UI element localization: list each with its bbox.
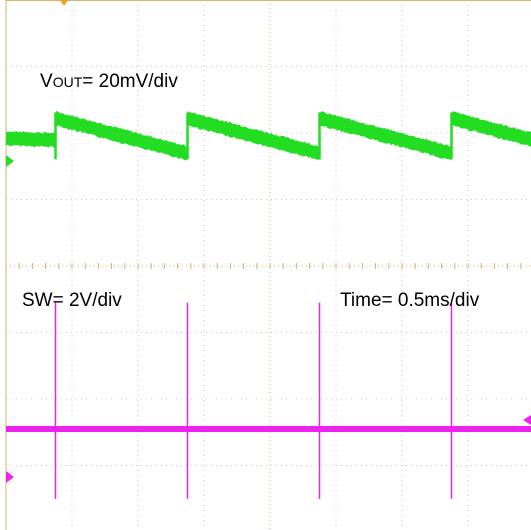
trigger-level-marker <box>523 415 531 425</box>
vout-label-prefix: V <box>40 71 53 92</box>
sw-scale-label: SW= 2V/div <box>22 290 122 311</box>
vout-ground-marker <box>6 155 14 167</box>
vout-label-subscript: OUT <box>53 74 83 90</box>
vout-trace <box>6 110 531 161</box>
timebase-label: Time= 0.5ms/div <box>340 290 480 311</box>
graticule <box>5 0 531 530</box>
vout-scale-label: VOUT= 20mV/div <box>40 71 178 92</box>
sw-trace <box>6 426 531 432</box>
trigger-position-marker <box>60 0 68 6</box>
traces <box>6 110 531 499</box>
sw-ground-marker <box>6 471 14 483</box>
vout-label-suffix: = 20mV/div <box>82 71 178 92</box>
channel-markers <box>6 0 531 483</box>
